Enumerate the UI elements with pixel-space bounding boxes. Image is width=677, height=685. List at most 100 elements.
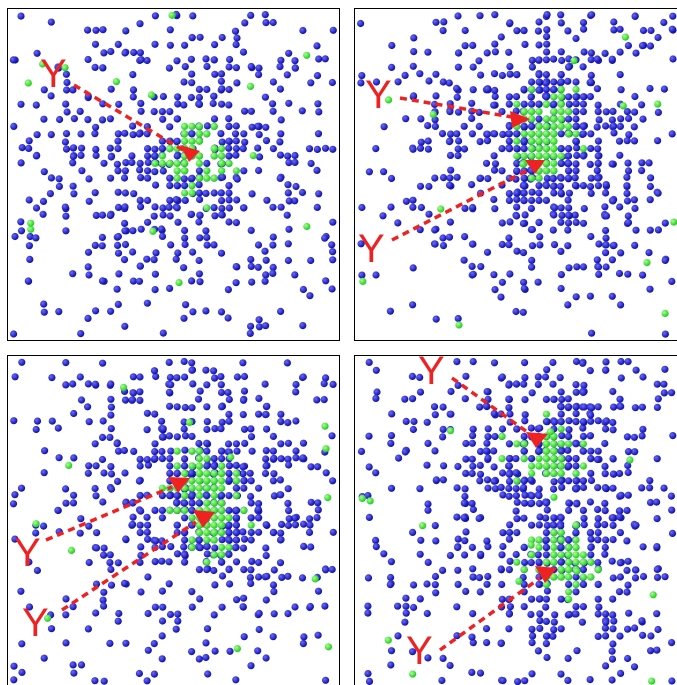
particle: [594, 159, 602, 167]
particle: [91, 440, 99, 448]
particle: [77, 515, 85, 523]
particle: [121, 129, 129, 137]
particle: [543, 366, 551, 374]
particle: [98, 233, 106, 241]
particle: [269, 477, 277, 485]
particle: [173, 462, 181, 470]
particle: [557, 19, 565, 27]
particle: [475, 514, 483, 523]
particle: [210, 145, 218, 153]
particle: [534, 551, 542, 559]
particle: [542, 395, 551, 403]
particle: [660, 380, 668, 388]
particle: [401, 71, 409, 79]
particle: [106, 144, 114, 152]
particle: [549, 358, 557, 367]
particle: [365, 358, 373, 366]
particle: [579, 152, 588, 160]
particle: [498, 551, 506, 559]
particle: [248, 190, 256, 198]
particle: [85, 522, 93, 530]
particle: [425, 77, 433, 85]
particle: [497, 565, 505, 573]
particle: [513, 440, 521, 448]
particle: [173, 403, 181, 411]
particle: [77, 151, 85, 159]
particle: [358, 494, 366, 502]
particle: [106, 433, 114, 441]
particle: [129, 277, 137, 285]
particle: [623, 182, 631, 190]
particle: [55, 454, 63, 462]
particle: [372, 394, 380, 402]
particle: [322, 469, 330, 477]
particle: [17, 587, 25, 595]
particle: [528, 242, 537, 250]
particle: [454, 108, 463, 116]
particle: [550, 241, 559, 249]
particle: [92, 544, 101, 552]
particle: [25, 603, 34, 611]
particle: [521, 499, 529, 507]
particle: [424, 439, 432, 447]
particle: [112, 78, 120, 86]
particle: [520, 100, 528, 108]
particle: [106, 639, 114, 648]
particle: [410, 92, 418, 100]
particle: [210, 499, 218, 507]
particle: [218, 152, 226, 160]
particle: [269, 529, 277, 537]
particle: [46, 190, 55, 198]
particle: [417, 115, 425, 123]
particle: [446, 218, 454, 226]
particle: [498, 240, 506, 249]
particle: [158, 506, 166, 514]
particle: [137, 174, 145, 182]
particle: [262, 322, 270, 330]
marker-label: Y: [40, 52, 67, 96]
particle: [477, 263, 485, 271]
particle: [136, 462, 144, 470]
particle: [408, 372, 416, 380]
particle: [661, 256, 669, 264]
particle: [402, 609, 410, 617]
particle: [203, 241, 211, 249]
particle: [483, 639, 491, 647]
particle: [218, 455, 226, 463]
particle: [431, 572, 440, 581]
particle: [241, 138, 249, 146]
particle: [615, 137, 624, 145]
particle: [256, 153, 264, 161]
particle: [499, 542, 507, 551]
particle: [328, 285, 336, 293]
panel-bottom-left: Y Y: [7, 355, 340, 685]
particle: [114, 559, 122, 567]
particle: [623, 173, 631, 181]
particle: [166, 123, 174, 131]
particle: [65, 461, 73, 469]
particle: [240, 130, 248, 138]
particle: [572, 78, 580, 86]
particle: [564, 27, 572, 35]
particle: [460, 514, 468, 522]
particle: [276, 476, 284, 484]
particle: [44, 614, 52, 622]
particle: [150, 256, 158, 264]
particle: [558, 483, 566, 491]
particle: [528, 625, 536, 633]
particle: [565, 159, 573, 167]
particle: [624, 167, 633, 175]
particle: [595, 116, 603, 124]
particle: [623, 433, 632, 441]
particle: [484, 572, 492, 581]
particle: [239, 396, 248, 404]
particle: [513, 145, 521, 153]
particle: [120, 174, 129, 182]
particle: [239, 359, 247, 367]
particle: [225, 506, 233, 514]
particle: [158, 232, 167, 240]
particle: [202, 55, 210, 63]
particle: [608, 676, 616, 684]
particle: [180, 418, 188, 426]
particle: [521, 491, 529, 499]
